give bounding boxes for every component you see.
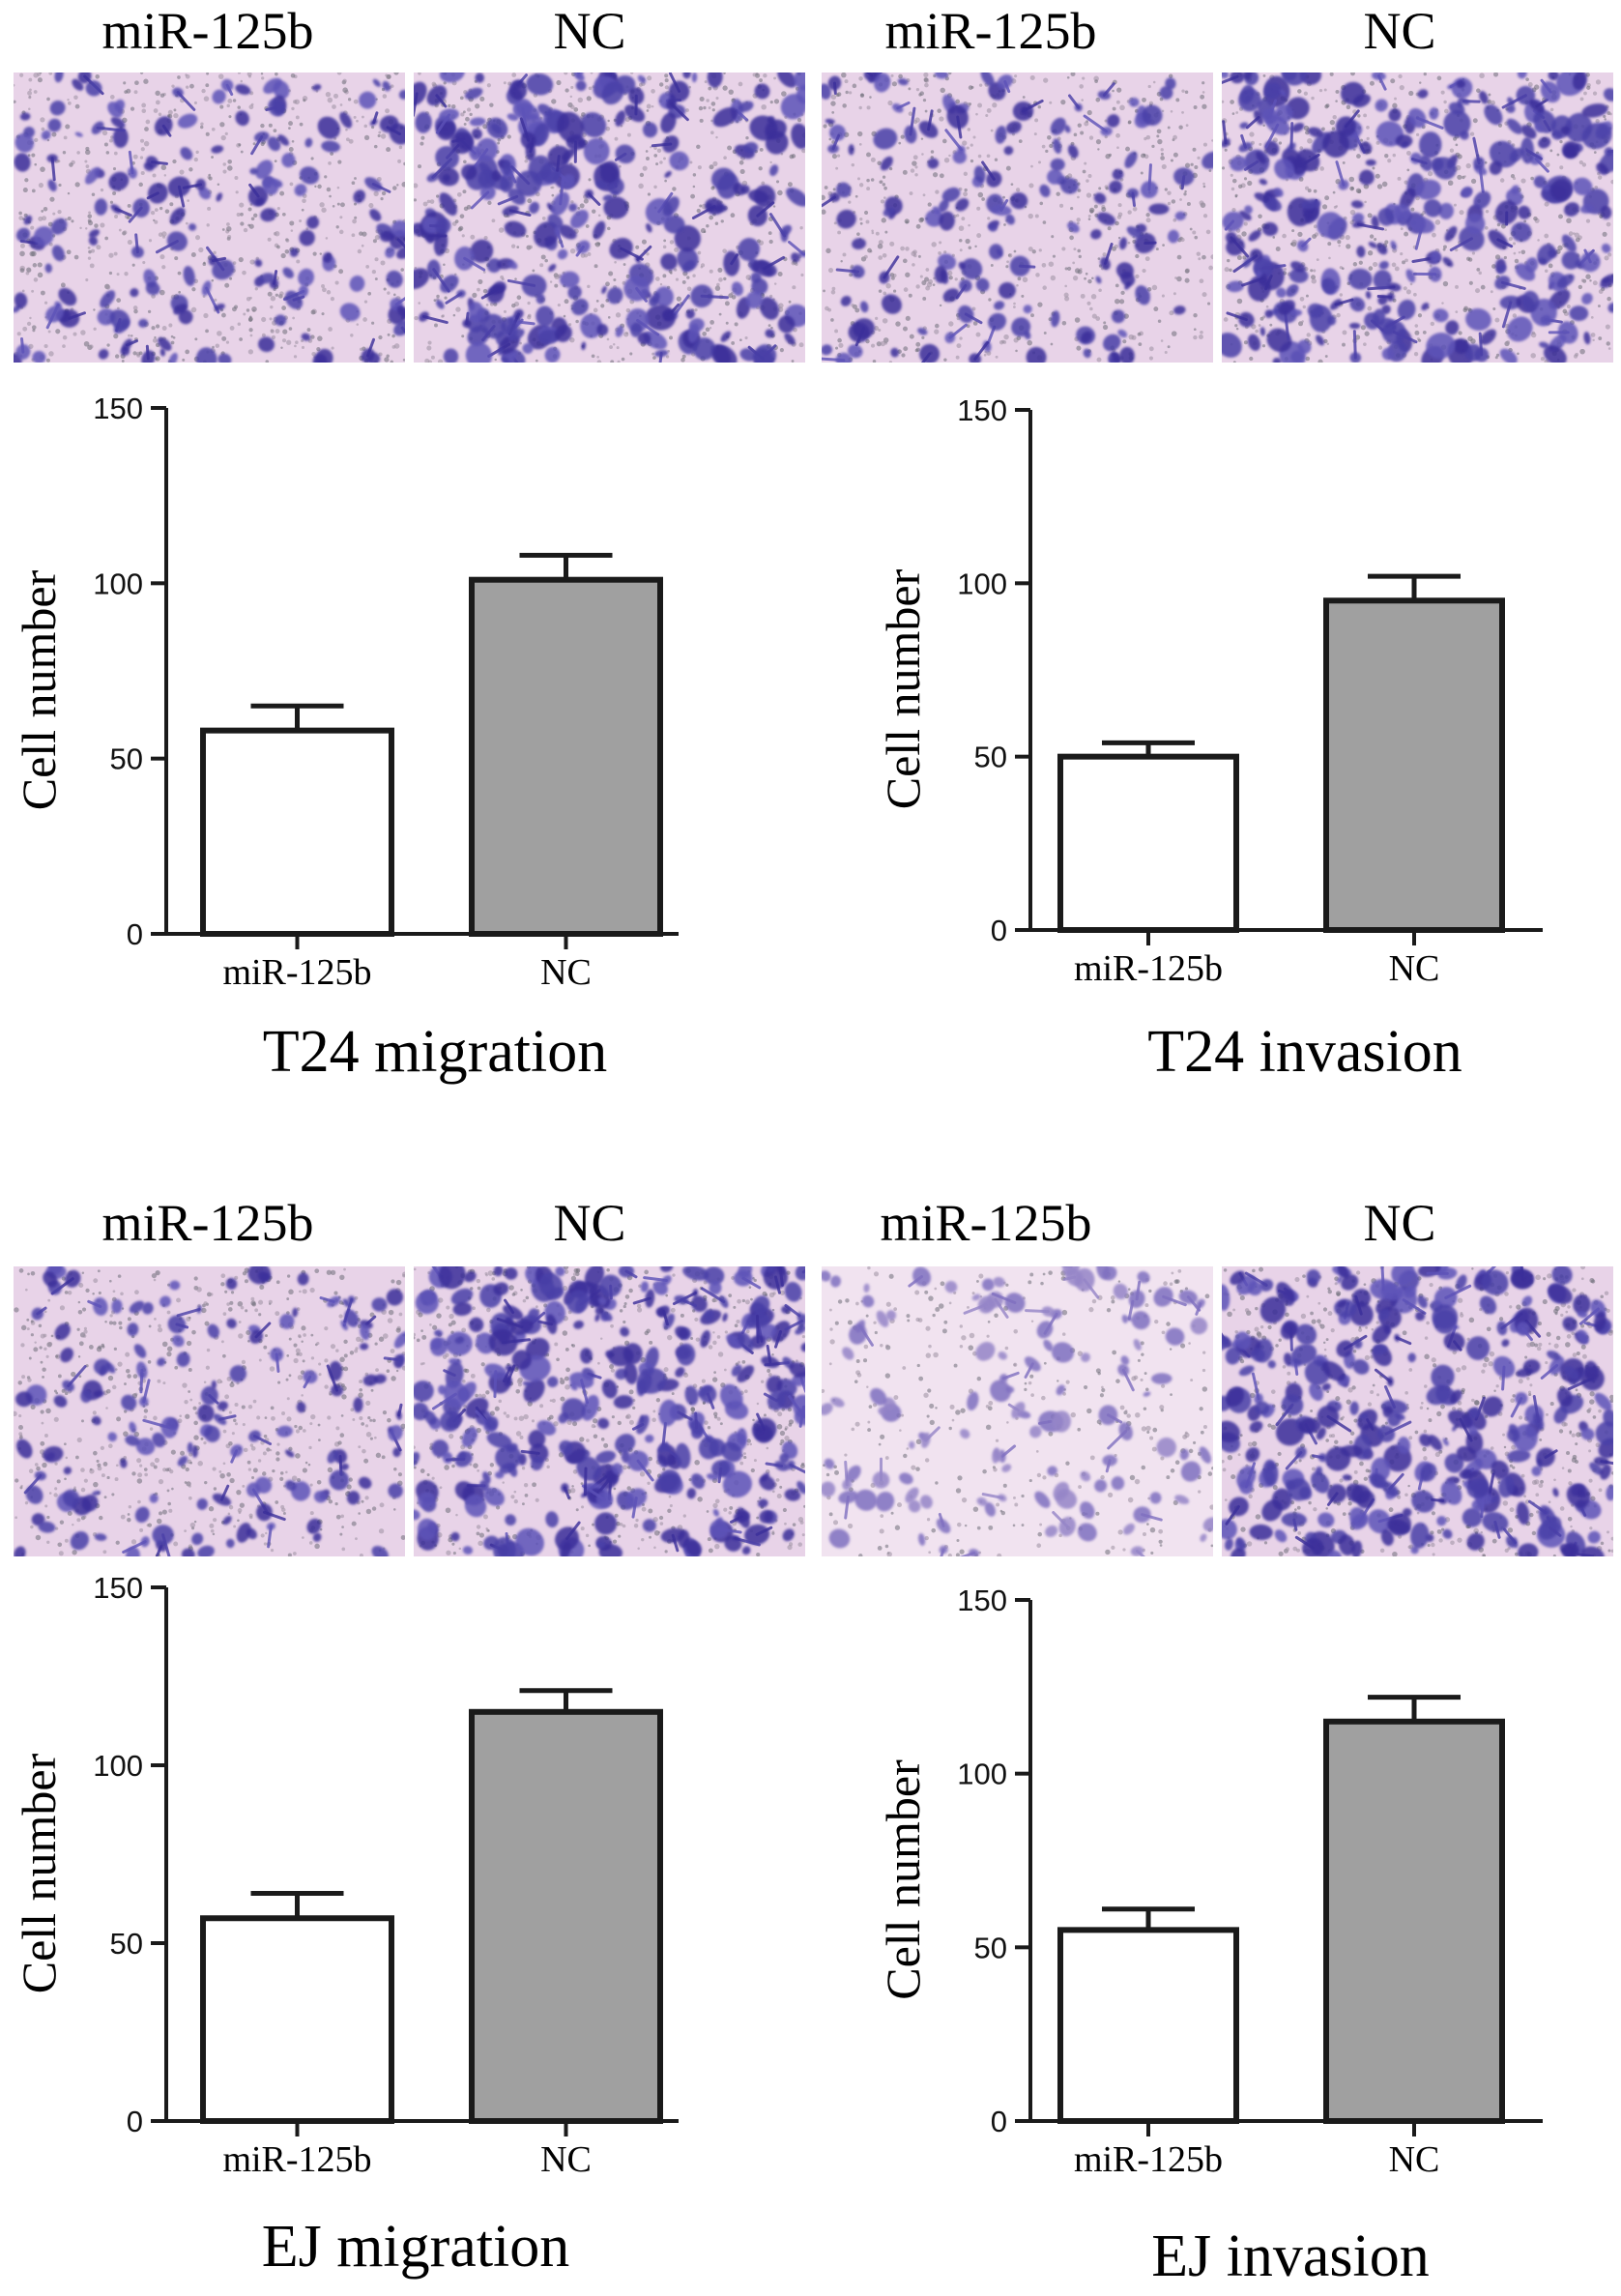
x-tick-label: miR-125b	[1074, 948, 1223, 989]
micrograph-ej-migration-nc	[414, 1266, 805, 1556]
y-axis-label: Cell number	[12, 1753, 66, 1993]
chart-t24-migration: 0 50 100 150 miR-125b NC Cell number	[12, 392, 679, 993]
y-tick-label: 0	[991, 2105, 1007, 2138]
x-tick-label: NC	[540, 2139, 592, 2180]
x-tick-label: NC	[1389, 948, 1440, 989]
y-axis-label: Cell number	[12, 569, 66, 810]
panel-ej-invasion: miR-125b NC 0 50 100 150 miR-125b NC Cell numb…	[822, 1194, 1613, 2289]
y-tick-label: 50	[110, 1927, 143, 1961]
bar-mir125b	[200, 727, 394, 937]
y-tick-label: 50	[974, 1931, 1007, 1964]
micrograph-t24-invasion-nc	[1222, 73, 1613, 363]
y-axis-label: Cell number	[876, 568, 930, 809]
micrograph-t24-migration-mir125b	[14, 73, 405, 363]
bar-nc	[1323, 1718, 1505, 2125]
chart-title: EJ invasion	[1151, 2223, 1430, 2289]
bar-nc	[469, 576, 663, 937]
micrograph-label-mir125b: miR-125b	[884, 2, 1096, 60]
micrograph-label-nc: NC	[553, 1194, 625, 1252]
micrograph-label-mir125b: miR-125b	[880, 1194, 1091, 1252]
y-tick-label: 150	[93, 392, 143, 425]
y-axis-label: Cell number	[876, 1759, 930, 2000]
micrograph-label-nc: NC	[553, 2, 625, 60]
chart-title: T24 migration	[263, 1019, 607, 1085]
y-tick-label: 100	[957, 1758, 1007, 1791]
y-tick-label: 150	[957, 393, 1007, 427]
bar-nc	[1323, 597, 1505, 933]
bar-mir125b	[200, 1915, 394, 2124]
micrograph-label-nc: NC	[1363, 2, 1435, 60]
bar-mir125b	[1057, 1927, 1239, 2125]
y-tick-label: 150	[93, 1571, 143, 1605]
panel-ej-migration: miR-125b NC 0 50 100 150 miR-125b NC Cell numb…	[12, 1194, 805, 2280]
micrograph-t24-invasion-mir125b	[822, 73, 1213, 363]
chart-title: EJ migration	[262, 2214, 570, 2280]
x-tick-label: miR-125b	[222, 952, 371, 993]
y-tick-label: 50	[974, 741, 1007, 774]
panel-t24-invasion: miR-125b NC 0 50 100 150 miR-125b NC Cell numb…	[822, 2, 1613, 1085]
chart-title: T24 invasion	[1147, 1019, 1462, 1085]
micrograph-ej-invasion-nc	[1222, 1266, 1613, 1556]
y-tick-label: 0	[127, 2105, 143, 2138]
chart-t24-invasion: 0 50 100 150 miR-125b NC Cell number	[876, 393, 1543, 989]
x-tick-label: NC	[1389, 2139, 1440, 2180]
micrograph-label-nc: NC	[1363, 1194, 1435, 1252]
micrograph-ej-invasion-mir125b	[822, 1266, 1213, 1556]
x-tick-label: miR-125b	[222, 2139, 371, 2180]
y-tick-label: 0	[991, 914, 1007, 947]
y-tick-label: 100	[93, 567, 143, 600]
micrograph-ej-migration-mir125b	[14, 1266, 405, 1556]
micrograph-t24-migration-nc	[414, 73, 805, 363]
panel-t24-migration: miR-125b NC 0 50 100 150 miR-125b NC Cell numb…	[12, 2, 805, 1085]
x-tick-label: miR-125b	[1074, 2139, 1223, 2180]
micrograph-label-mir125b: miR-125b	[101, 2, 313, 60]
micrograph-label-mir125b: miR-125b	[101, 1194, 313, 1252]
y-tick-label: 100	[93, 1749, 143, 1783]
y-tick-label: 100	[957, 567, 1007, 600]
bar-mir125b	[1057, 753, 1239, 934]
chart-ej-invasion: 0 50 100 150 miR-125b NC Cell number	[876, 1584, 1543, 2180]
x-tick-label: NC	[540, 952, 592, 993]
y-tick-label: 150	[957, 1584, 1007, 1617]
bar-nc	[469, 1708, 663, 2125]
y-tick-label: 50	[110, 742, 143, 776]
y-tick-label: 0	[127, 917, 143, 951]
chart-ej-migration: 0 50 100 150 miR-125b NC Cell number	[12, 1571, 679, 2180]
